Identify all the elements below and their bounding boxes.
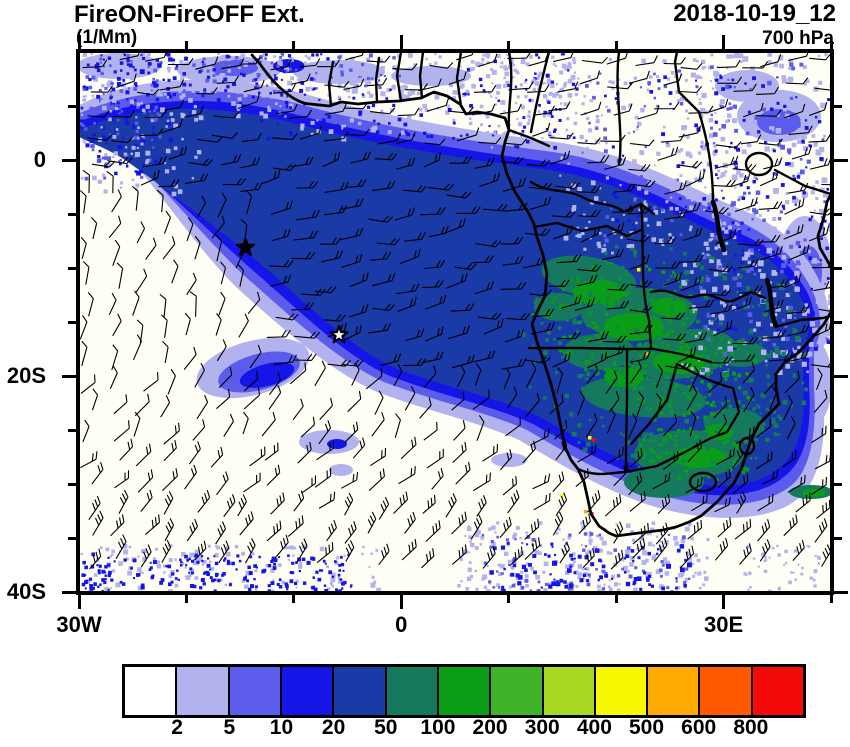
axis-tick xyxy=(68,428,76,432)
axis-tick xyxy=(184,41,188,49)
colorbar-cell xyxy=(227,667,280,715)
axis-tick xyxy=(614,41,618,49)
axis-tick xyxy=(68,482,76,486)
lesotho-border xyxy=(688,471,718,493)
colorbar-cell xyxy=(384,667,437,715)
axis-tick xyxy=(62,590,76,594)
axis-tick xyxy=(834,320,842,324)
axis-tick xyxy=(77,595,81,609)
axis-tick xyxy=(399,35,403,49)
x-axis-tick-label: 30E xyxy=(703,612,744,637)
axis-tick xyxy=(834,374,848,378)
colorbar-labels: 2 5 10 20 50 100 200 300 400 500 600 800 xyxy=(122,716,806,742)
axis-tick xyxy=(507,41,511,49)
axis-tick xyxy=(834,104,842,108)
units-label: (1/Mm) xyxy=(76,27,138,48)
axis-tick xyxy=(68,266,76,270)
star-markers-layer xyxy=(235,237,349,344)
axis-tick xyxy=(722,595,726,609)
colorbar-cell xyxy=(698,667,751,715)
valid-time-label: 2018-10-19_12 xyxy=(673,0,836,27)
extinction-field-layer xyxy=(79,53,831,518)
lake-tanganyika xyxy=(710,199,727,253)
axis-tick xyxy=(834,266,842,270)
axis-tick xyxy=(184,595,188,603)
lake-malawi xyxy=(764,277,779,329)
x-axis-tick-label: 30W xyxy=(56,612,102,637)
axis-tick xyxy=(292,41,296,49)
pressure-level-label: 700 hPa xyxy=(762,28,834,49)
colorbar-tick-label: 400 xyxy=(576,716,612,739)
axis-tick xyxy=(829,595,833,603)
wind-barbs-layer xyxy=(79,52,831,570)
axis-tick xyxy=(834,536,842,540)
axis-tick xyxy=(834,212,842,216)
colorbar xyxy=(122,664,806,718)
axis-tick xyxy=(834,428,842,432)
colorbar-cell xyxy=(279,667,333,715)
colorbar-cell xyxy=(332,667,385,715)
location-star-marker xyxy=(329,324,349,344)
colorbar-tick-label: 50 xyxy=(374,716,398,739)
page-title: FireON-FireOFF Ext. xyxy=(74,1,305,28)
axis-tick xyxy=(834,482,842,486)
colorbar-tick-label: 5 xyxy=(223,716,236,739)
colorbar-cell xyxy=(436,667,490,715)
y-axis-tick-label: 40S xyxy=(6,579,46,604)
colorbar-cell xyxy=(125,667,176,715)
map-plot-area xyxy=(76,49,834,595)
map-canvas xyxy=(79,52,831,592)
colorbar-cell xyxy=(175,667,228,715)
africa-coastline-ne xyxy=(816,192,831,269)
colorbar-tick-label: 20 xyxy=(321,716,346,739)
y-axis-tick-label: 20S xyxy=(6,363,46,388)
geography-layer xyxy=(250,52,831,538)
axis-tick xyxy=(507,595,511,603)
location-star-marker xyxy=(235,237,256,256)
axis-tick xyxy=(834,158,848,162)
colorbar-cell xyxy=(593,667,647,715)
axis-tick xyxy=(62,158,76,162)
axis-tick xyxy=(68,320,76,324)
axis-tick xyxy=(68,104,76,108)
y-axis-tick-label: 0 xyxy=(33,147,46,172)
axis-tick xyxy=(292,595,296,603)
axis-tick xyxy=(829,41,833,49)
colorbar-tick-label: 800 xyxy=(733,716,769,739)
colorbar-tick-label: 200 xyxy=(472,716,508,739)
colorbar-tick-label: 300 xyxy=(524,716,560,739)
colorbar-cell xyxy=(541,667,594,715)
africa-coastline xyxy=(250,53,831,538)
colorbar-tick-label: 500 xyxy=(629,716,665,739)
colorbar-cell xyxy=(489,667,542,715)
axis-tick xyxy=(68,212,76,216)
colorbar-tick-label: 10 xyxy=(269,716,294,739)
axis-tick xyxy=(399,595,403,609)
axis-tick xyxy=(614,595,618,603)
colorbar-cell xyxy=(646,667,699,715)
axis-tick xyxy=(62,374,76,378)
colorbar-tick-label: 2 xyxy=(171,716,183,739)
axis-tick xyxy=(68,536,76,540)
x-axis-tick-label: 0 xyxy=(395,612,408,637)
lake-victoria xyxy=(744,151,774,177)
axis-tick xyxy=(77,35,81,49)
axis-tick xyxy=(722,35,726,49)
colorbar-cell xyxy=(750,667,804,715)
colorbar-tick-label: 600 xyxy=(681,716,717,739)
colorbar-tick-label: 100 xyxy=(420,716,456,739)
axis-tick xyxy=(834,590,848,594)
